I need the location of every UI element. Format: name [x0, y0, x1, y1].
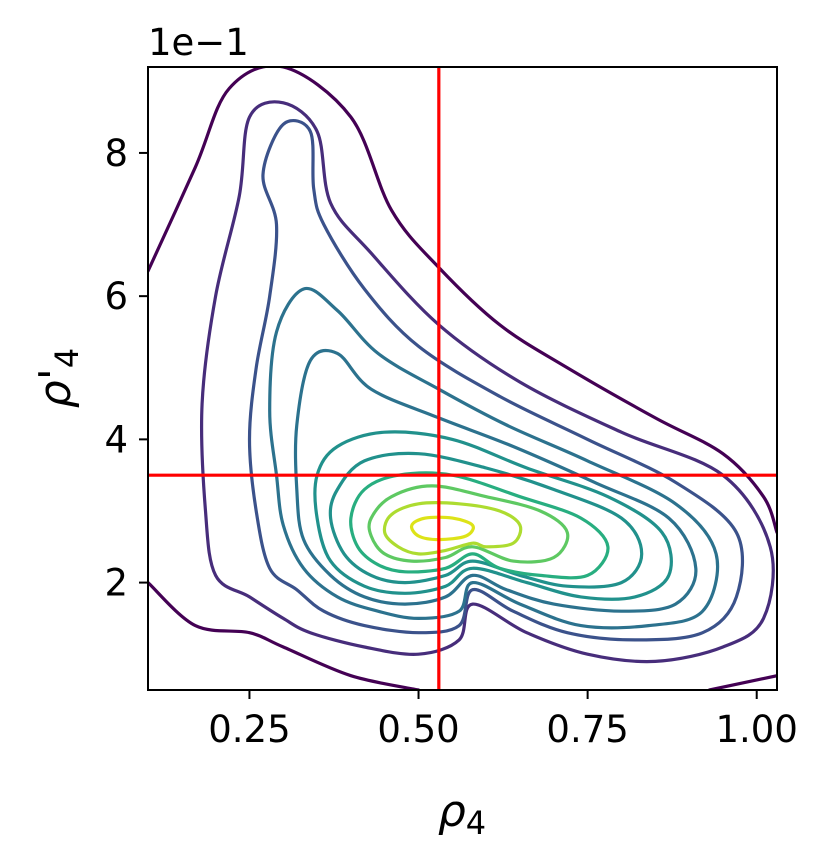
- reference-lines: [148, 67, 777, 690]
- x-tick-label: 0.50: [377, 708, 459, 751]
- contour-level-7-line-8: [328, 451, 644, 589]
- contour-lines: [148, 67, 777, 690]
- plot-frame: [147, 66, 778, 691]
- x-tick-label: 0.75: [546, 708, 628, 751]
- y-tick-label: 6: [104, 275, 128, 318]
- contour-level-2-line-3: [199, 100, 775, 664]
- y-tick-label: 8: [104, 132, 128, 175]
- x-axis-label: ρ4: [438, 786, 486, 842]
- y-axis-ticks: 2 4 6 8: [104, 132, 148, 605]
- x-axis-ticks: 0.25 0.50 0.75 1.00: [208, 690, 798, 751]
- contour-level-6-line-7: [313, 430, 673, 601]
- contour-level-1-line-0: [148, 67, 777, 535]
- contour-level-4-line-5: [268, 286, 720, 630]
- contour-level-1-line-2: [707, 674, 777, 690]
- y-axis-label: ρ'4: [30, 348, 86, 408]
- contour-level-10-line-11: [382, 501, 523, 556]
- contour-level-1-line-1: [148, 581, 421, 690]
- y-tick-label: 4: [104, 418, 128, 461]
- contour-level-11-line-12: [409, 515, 475, 542]
- y-tick-label: 2: [104, 562, 128, 605]
- contour-level-3-line-4: [247, 118, 745, 642]
- contour-level-8-line-9: [349, 471, 610, 580]
- y-offset-label: 1e−1: [148, 21, 249, 64]
- x-tick-label: 0.25: [208, 708, 290, 751]
- x-tick-label: 1.00: [716, 708, 798, 751]
- contour-level-5-line-6: [293, 348, 698, 613]
- contour-level-9-line-10: [367, 484, 570, 564]
